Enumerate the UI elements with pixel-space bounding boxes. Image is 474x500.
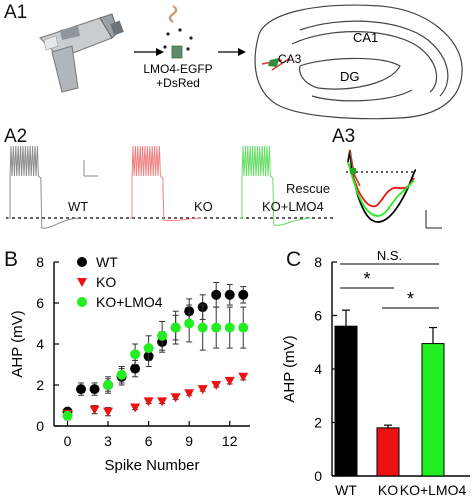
- region-label-ca3: CA3: [278, 52, 302, 66]
- b-y-axis-label: AHP (mV): [9, 310, 26, 377]
- b-point-ko-lmo4: [157, 330, 168, 341]
- b-point-ko: [143, 397, 154, 407]
- a3-trace-wt: [347, 149, 417, 223]
- b-point-ko: [103, 407, 114, 417]
- b-point-ko: [170, 393, 181, 403]
- trace-label-rescue: Rescue: [286, 181, 331, 196]
- b-point-ko-lmo4: [211, 322, 222, 333]
- c-bar-ko-lmo4: [421, 343, 445, 477]
- b-point-ko-lmo4: [116, 369, 127, 380]
- b-point-ko-lmo4: [197, 322, 208, 333]
- b-x-axis-label: Spike Number: [104, 457, 199, 474]
- c-x-tick-label: WT: [335, 482, 357, 498]
- b-x-tick-label: 0: [64, 433, 72, 449]
- panel-label-a1: A1: [4, 2, 28, 23]
- c-bar-wt: [334, 325, 358, 477]
- trace-label-ko: KO: [194, 199, 213, 214]
- b-legend-marker: [77, 278, 87, 287]
- b-x-tick-label: 3: [104, 433, 112, 449]
- panel-label-a2: A2: [4, 126, 28, 147]
- b-point-ko-lmo4: [170, 322, 181, 333]
- b-point-ko-lmo4: [103, 380, 114, 390]
- c-y-tick-label: 0: [314, 468, 322, 484]
- b-x-tick-label: 6: [145, 433, 153, 449]
- dna-particles-icon: [163, 4, 193, 59]
- a2-trace-ko: [130, 145, 201, 222]
- c-y-tick-label: 8: [314, 254, 322, 270]
- c-y-tick-label: 2: [314, 415, 322, 431]
- b-legend-label: WT: [96, 254, 118, 270]
- region-label-dg: DG: [340, 69, 360, 84]
- panel-a1-schematic: LMO4-EGFP +DsRed CA3 CA1 DG: [39, 4, 463, 120]
- b-point-ko: [130, 403, 141, 413]
- c-x-tick-label: KO+LMO4: [400, 482, 467, 498]
- a3-cell-marker: [350, 168, 356, 174]
- c-y-tick-label: 4: [314, 361, 322, 377]
- trace-label-wt: WT: [68, 199, 89, 214]
- panel-a3-overlay-traces: [346, 149, 442, 229]
- panel-label-c: C: [286, 248, 302, 271]
- hippocampus-slice-illustration: [254, 4, 463, 120]
- b-point-ko: [89, 405, 100, 415]
- panel-c-bar-chart: 0 2 4 6 8 AHP (mV) WT KO KO+LMO4 N.S. * *: [281, 250, 470, 498]
- c-significance-label: *: [363, 269, 370, 289]
- b-y-tick-label: 0: [36, 418, 44, 434]
- b-point-wt: [211, 289, 222, 300]
- b-point-ko-lmo4: [184, 318, 195, 329]
- b-y-tick-label: 6: [36, 295, 44, 311]
- c-significance-label: N.S.: [377, 250, 402, 263]
- b-point-ko: [184, 389, 195, 399]
- construct-label-line1: LMO4-EGFP: [143, 62, 212, 76]
- b-y-tick-label: 4: [36, 336, 44, 352]
- b-point-wt: [224, 289, 235, 300]
- b-point-ko-lmo4: [238, 322, 249, 333]
- c-x-tick-label: KO: [378, 482, 398, 498]
- c-y-tick-label: 6: [314, 308, 322, 324]
- b-legend-label: KO+LMO4: [96, 294, 163, 310]
- b-legend-marker: [77, 257, 87, 267]
- b-point-ko: [224, 376, 235, 386]
- b-x-tick-label: 9: [185, 433, 193, 449]
- panel-label-b: B: [4, 248, 19, 271]
- c-bar-ko: [376, 427, 400, 477]
- c-significance-label: *: [407, 289, 414, 309]
- b-point-ko: [157, 397, 168, 407]
- a2-trace-wt: [8, 145, 79, 229]
- b-point-ko-lmo4: [62, 410, 73, 421]
- b-point-ko-lmo4: [224, 322, 235, 333]
- a3-trace-rescue: [347, 161, 415, 217]
- region-label-ca1: CA1: [353, 30, 378, 45]
- b-point-wt: [130, 363, 141, 374]
- panel-a2-traces: [6, 145, 336, 229]
- b-legend-marker: [77, 297, 87, 307]
- b-point-wt: [89, 384, 100, 395]
- gene-gun-illustration: [39, 13, 124, 93]
- b-point-ko-lmo4: [143, 343, 154, 354]
- b-legend-label: KO: [96, 274, 116, 290]
- b-y-tick-label: 8: [36, 254, 44, 270]
- trace-label-rescue-ko-lmo4: KO+LMO4: [262, 199, 324, 214]
- b-x-tick-label: 12: [222, 433, 238, 449]
- panel-label-a3: A3: [332, 126, 356, 147]
- a2-trace-rescue: [240, 145, 311, 226]
- b-point-ko-lmo4: [130, 349, 141, 360]
- b-point-ko: [197, 385, 208, 395]
- c-y-axis-label: AHP (mV): [281, 335, 298, 402]
- b-point-wt: [238, 289, 249, 300]
- b-y-tick-label: 2: [36, 377, 44, 393]
- panel-b-scatter-chart: 0 2 4 6 8 0 3 6 9 12 Spike Number AHP (mV) WT KO KO+LM…: [9, 254, 250, 474]
- b-point-wt: [76, 384, 87, 395]
- b-point-ko: [238, 372, 249, 382]
- a3-trace-ko: [347, 161, 415, 208]
- b-point-ko: [211, 381, 222, 390]
- construct-label-line2: +DsRed: [156, 76, 200, 90]
